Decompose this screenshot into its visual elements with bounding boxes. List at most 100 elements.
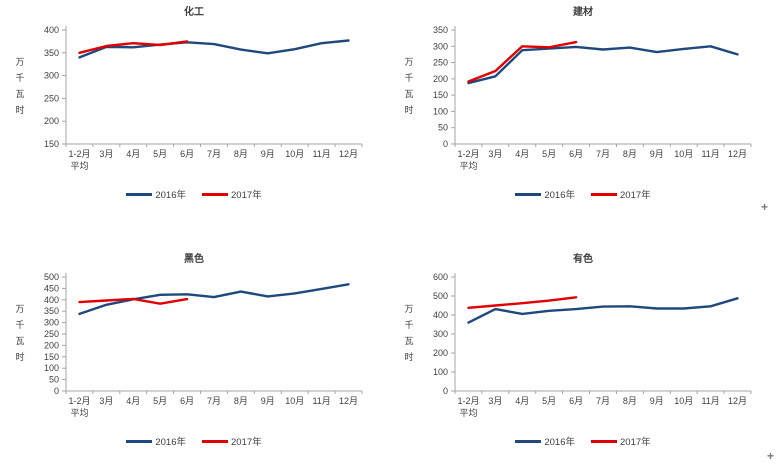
y-axis-label: 万千瓦时 bbox=[404, 304, 414, 362]
x-category-label: 10月 bbox=[674, 149, 693, 159]
y-tick-label: 50 bbox=[49, 375, 59, 385]
y-tick-label: 200 bbox=[44, 340, 59, 350]
x-category-label: 10月 bbox=[674, 396, 693, 406]
legend: 2016年 2017年 bbox=[389, 434, 777, 448]
series-line-2016 bbox=[78, 39, 350, 59]
chart-title: 建材 bbox=[573, 7, 593, 18]
y-tick-label: 0 bbox=[54, 386, 59, 396]
legend-item-2016: 2016年 bbox=[126, 187, 186, 201]
legend-item-2017: 2017年 bbox=[202, 187, 262, 201]
series-line-2016 bbox=[467, 45, 739, 85]
x-category-label: 5月 bbox=[153, 396, 167, 406]
x-category-label: 7月 bbox=[207, 396, 221, 406]
x-category-label: 10月 bbox=[285, 149, 304, 159]
y-tick-label: 100 bbox=[433, 106, 448, 116]
x-category-label: 9月 bbox=[650, 396, 664, 406]
x-category-label: 1-2月 bbox=[457, 149, 479, 159]
y-tick-label: 350 bbox=[433, 25, 448, 35]
y-tick-label: 150 bbox=[433, 90, 448, 100]
series-line-2017 bbox=[467, 296, 578, 309]
plus-cursor-icon: + bbox=[767, 449, 775, 463]
x-category-label: 8月 bbox=[623, 396, 637, 406]
plus-cursor-icon: + bbox=[761, 200, 769, 214]
y-tick-label: 300 bbox=[44, 71, 59, 81]
x-category-label: 5月 bbox=[542, 396, 556, 406]
chart-title: 黑色 bbox=[184, 254, 204, 265]
x-category-label: 12月 bbox=[728, 396, 747, 406]
x-category-label: 9月 bbox=[261, 149, 275, 159]
y-tick-label: 250 bbox=[44, 93, 59, 103]
x-category-label: 5月 bbox=[542, 149, 556, 159]
x-category-label: 10月 bbox=[285, 396, 304, 406]
y-tick-label: 300 bbox=[44, 318, 59, 328]
legend: 2016年 2017年 bbox=[389, 187, 777, 201]
y-tick-label: 200 bbox=[433, 74, 448, 84]
x-category-label-line2: 平均 bbox=[459, 407, 477, 418]
series-line-2016 bbox=[78, 283, 350, 316]
x-category-label: 6月 bbox=[569, 149, 583, 159]
x-category-label: 6月 bbox=[569, 396, 583, 406]
chart-title: 化工 bbox=[184, 7, 204, 18]
legend-line-swatch bbox=[202, 439, 228, 443]
chart-title: 有色 bbox=[573, 254, 593, 265]
x-category-label: 7月 bbox=[596, 396, 610, 406]
x-category-label: 1-2月 bbox=[457, 396, 479, 406]
series-line-2017 bbox=[467, 40, 578, 83]
legend-label: 2016年 bbox=[155, 190, 186, 201]
y-tick-label: 400 bbox=[44, 25, 59, 35]
y-tick-label: 200 bbox=[44, 116, 59, 126]
series-line-2016 bbox=[467, 297, 739, 324]
chart-panel-nonferrous: 有色 万千瓦时 0 100 200 300 400 500 600 1-2月 平均 3月 4月 5月 6… bbox=[389, 247, 777, 462]
y-tick-label: 600 bbox=[433, 272, 448, 282]
x-category-label: 4月 bbox=[126, 396, 140, 406]
legend-label: 2017年 bbox=[231, 190, 262, 201]
x-category-label: 12月 bbox=[339, 396, 358, 406]
legend-label: 2017年 bbox=[620, 437, 651, 448]
y-tick-label: 400 bbox=[44, 295, 59, 305]
y-tick-label: 350 bbox=[44, 306, 59, 316]
legend-label: 2017年 bbox=[231, 437, 262, 448]
x-category-label: 3月 bbox=[488, 149, 502, 159]
legend-item-2017: 2017年 bbox=[591, 434, 651, 448]
y-tick-label: 100 bbox=[433, 367, 448, 377]
series-line-2017 bbox=[78, 297, 189, 305]
x-category-label: 4月 bbox=[515, 149, 529, 159]
legend: 2016年 2017年 bbox=[0, 434, 388, 448]
x-category-label: 8月 bbox=[234, 396, 248, 406]
x-category-label-line2: 平均 bbox=[459, 160, 477, 171]
y-tick-label: 400 bbox=[433, 310, 448, 320]
x-category-label: 8月 bbox=[623, 149, 637, 159]
legend-item-2016: 2016年 bbox=[126, 434, 186, 448]
legend: 2016年 2017年 bbox=[0, 187, 388, 201]
x-category-label: 11月 bbox=[312, 396, 330, 406]
x-category-label: 9月 bbox=[650, 149, 664, 159]
y-axis-label: 万千瓦时 bbox=[15, 304, 25, 362]
chart-panel-ferrous: 黑色 万千瓦时 0 50 100 150 200 250 300 350 400 450 500 1-… bbox=[0, 247, 388, 462]
y-tick-label: 150 bbox=[44, 139, 59, 149]
x-category-label: 6月 bbox=[180, 149, 194, 159]
x-category-label: 9月 bbox=[261, 396, 275, 406]
y-tick-label: 0 bbox=[443, 139, 448, 149]
y-tick-label: 50 bbox=[438, 123, 448, 133]
y-tick-label: 500 bbox=[433, 291, 448, 301]
x-category-label: 4月 bbox=[126, 149, 140, 159]
legend-item-2016: 2016年 bbox=[515, 187, 575, 201]
y-axis-label: 万千瓦时 bbox=[404, 57, 414, 115]
x-category-label: 4月 bbox=[515, 396, 529, 406]
y-tick-label: 150 bbox=[44, 352, 59, 362]
legend-line-swatch bbox=[515, 439, 542, 443]
x-category-label: 6月 bbox=[180, 396, 194, 406]
legend-item-2017: 2017年 bbox=[202, 434, 262, 448]
x-category-label-line2: 平均 bbox=[70, 407, 88, 418]
legend-item-2016: 2016年 bbox=[515, 434, 575, 448]
x-category-label: 7月 bbox=[596, 149, 610, 159]
y-axis-label: 万千瓦时 bbox=[15, 57, 25, 115]
y-tick-label: 300 bbox=[433, 329, 448, 339]
legend-line-swatch bbox=[515, 192, 542, 196]
x-category-label: 3月 bbox=[99, 396, 113, 406]
legend-line-swatch bbox=[202, 192, 228, 196]
y-tick-label: 250 bbox=[44, 329, 59, 339]
